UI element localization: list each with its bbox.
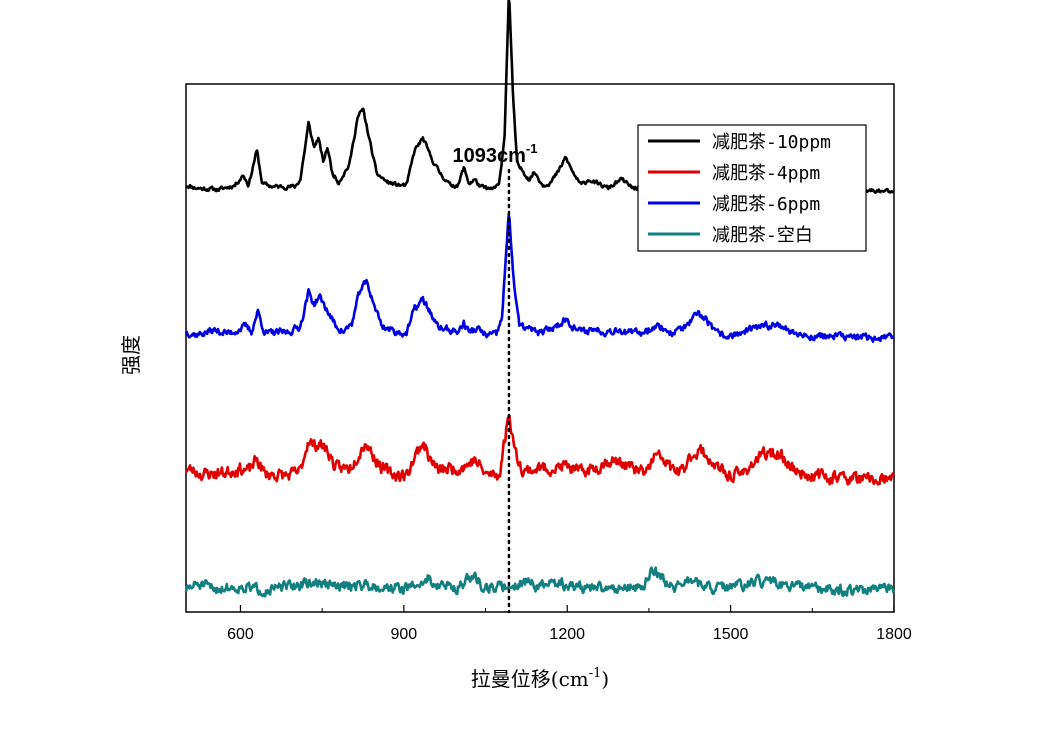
- legend-label: 减肥茶-6ppm: [712, 194, 820, 215]
- plot-frame: [185, 83, 895, 613]
- series-line-3: [184, 566, 895, 598]
- x-axis-title: 拉曼位移(cm-1): [471, 666, 609, 691]
- x-tick-label: 900: [390, 626, 417, 643]
- x-tick-label: 1200: [549, 626, 585, 643]
- legend-box: [637, 124, 867, 252]
- x-axis-ticks: 600 900 1200 1500 1800: [227, 605, 912, 643]
- legend-label: 减肥茶-空白: [712, 225, 813, 246]
- legend-label: 减肥茶-4ppm: [712, 163, 820, 184]
- x-tick-label: 600: [227, 626, 254, 643]
- y-axis-title: 强度: [119, 335, 143, 375]
- series-layer: [184, 0, 895, 598]
- series-line-1: [185, 414, 895, 486]
- legend: 减肥茶-10ppm 减肥茶-4ppm 减肥茶-6ppm 减肥茶-空白: [637, 124, 867, 252]
- series-line-2: [184, 213, 895, 343]
- legend-label: 减肥茶-10ppm: [712, 132, 831, 153]
- annotation-label: 1093cm-1: [452, 141, 537, 167]
- x-tick-label: 1500: [713, 626, 749, 643]
- x-tick-label: 1800: [876, 626, 912, 643]
